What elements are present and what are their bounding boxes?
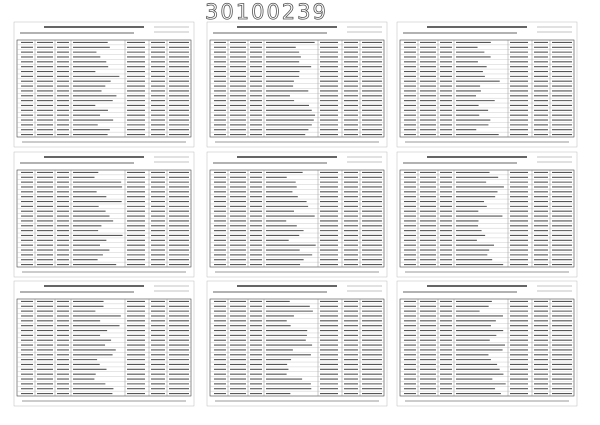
document-number: 30100239: [205, 0, 328, 24]
page-frame: [396, 280, 578, 407]
page-frame: [13, 21, 195, 148]
page-frame: [206, 151, 388, 278]
page-frame: [206, 280, 388, 407]
page-frame: [13, 151, 195, 278]
page-frame: [13, 280, 195, 407]
page-frame: [396, 151, 578, 278]
page-frame: [396, 21, 578, 148]
page-frame: [206, 21, 388, 148]
